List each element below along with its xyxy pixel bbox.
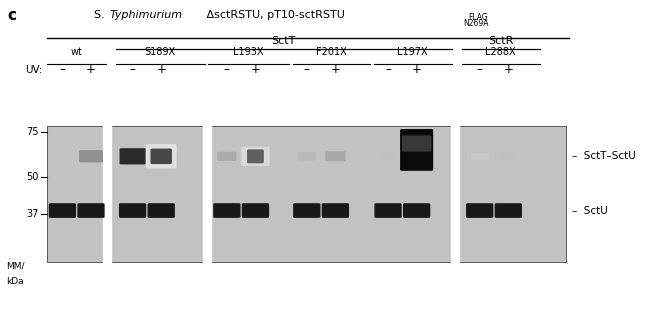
Text: +: +	[86, 63, 96, 76]
Text: ΔsctRSTU, pT10-sctRSTU: ΔsctRSTU, pT10-sctRSTU	[203, 10, 345, 19]
FancyBboxPatch shape	[242, 203, 269, 218]
Text: –: –	[224, 63, 230, 76]
Text: 75: 75	[27, 127, 39, 137]
Text: kDa: kDa	[6, 277, 24, 286]
FancyBboxPatch shape	[402, 135, 432, 152]
Text: +: +	[330, 63, 341, 76]
FancyBboxPatch shape	[241, 147, 270, 166]
FancyBboxPatch shape	[400, 129, 434, 171]
Text: wt: wt	[71, 47, 83, 57]
Text: N269A: N269A	[463, 19, 489, 28]
FancyBboxPatch shape	[325, 152, 346, 161]
Text: +: +	[250, 63, 261, 76]
FancyBboxPatch shape	[471, 153, 489, 160]
Text: –: –	[476, 63, 483, 76]
FancyBboxPatch shape	[150, 149, 172, 164]
FancyBboxPatch shape	[466, 203, 493, 218]
FancyBboxPatch shape	[374, 203, 402, 218]
FancyBboxPatch shape	[298, 152, 316, 160]
Text: +: +	[503, 63, 514, 76]
FancyBboxPatch shape	[120, 148, 146, 165]
Text: –  SctU: – SctU	[572, 205, 608, 216]
Text: c: c	[8, 8, 17, 23]
Text: L193X: L193X	[233, 47, 264, 57]
Text: +: +	[156, 63, 166, 76]
Text: –  SctT–SctU: – SctT–SctU	[572, 151, 636, 161]
FancyBboxPatch shape	[380, 152, 396, 160]
FancyBboxPatch shape	[77, 203, 105, 218]
FancyBboxPatch shape	[49, 203, 76, 218]
FancyBboxPatch shape	[146, 144, 177, 168]
Text: L197X: L197X	[397, 47, 428, 57]
Text: –: –	[385, 63, 391, 76]
Text: S.: S.	[94, 10, 107, 19]
FancyBboxPatch shape	[495, 203, 522, 218]
Text: –: –	[304, 63, 310, 76]
Text: –: –	[129, 63, 136, 76]
Bar	[47, 126, 566, 262]
Text: MM/: MM/	[6, 262, 25, 271]
FancyBboxPatch shape	[322, 203, 349, 218]
Text: SctT: SctT	[272, 36, 296, 46]
FancyBboxPatch shape	[247, 149, 264, 163]
Text: 50: 50	[27, 172, 39, 182]
FancyBboxPatch shape	[79, 150, 103, 162]
Text: SctR: SctR	[488, 36, 514, 46]
FancyBboxPatch shape	[148, 203, 175, 218]
FancyBboxPatch shape	[217, 152, 237, 161]
Text: L288X: L288X	[485, 47, 516, 57]
Text: FLAG: FLAG	[468, 13, 488, 22]
FancyBboxPatch shape	[403, 203, 430, 218]
FancyBboxPatch shape	[499, 152, 518, 160]
FancyBboxPatch shape	[119, 203, 146, 218]
Text: –: –	[59, 63, 66, 76]
Text: S189X: S189X	[145, 47, 176, 57]
FancyBboxPatch shape	[213, 203, 240, 218]
Text: Typhimurium: Typhimurium	[109, 10, 182, 19]
FancyBboxPatch shape	[293, 203, 320, 218]
Text: UV:: UV:	[25, 64, 42, 75]
Text: 37: 37	[27, 209, 39, 219]
Text: F201X: F201X	[316, 47, 347, 57]
Text: +: +	[411, 63, 422, 76]
